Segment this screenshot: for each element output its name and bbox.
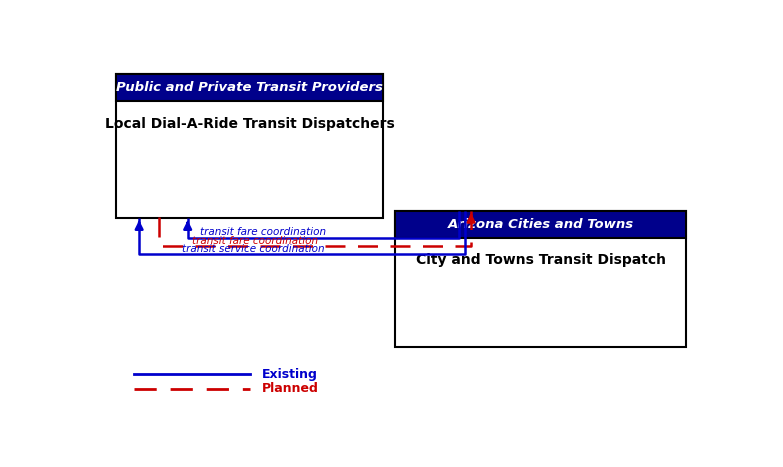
Bar: [116, 74, 383, 101]
Text: Arizona Cities and Towns: Arizona Cities and Towns: [448, 218, 634, 231]
Text: Planned: Planned: [262, 382, 319, 395]
Bar: [395, 211, 687, 238]
Text: transit fare coordination: transit fare coordination: [192, 235, 318, 246]
Text: Local Dial-A-Ride Transit Dispatchers: Local Dial-A-Ride Transit Dispatchers: [105, 117, 395, 131]
Text: Existing: Existing: [262, 368, 318, 381]
Bar: [395, 211, 687, 347]
Text: transit service coordination: transit service coordination: [182, 244, 324, 254]
Text: City and Towns Transit Dispatch: City and Towns Transit Dispatch: [416, 253, 666, 267]
Bar: [116, 74, 383, 218]
Text: Public and Private Transit Providers: Public and Private Transit Providers: [116, 81, 383, 94]
Text: transit fare coordination: transit fare coordination: [200, 227, 326, 237]
